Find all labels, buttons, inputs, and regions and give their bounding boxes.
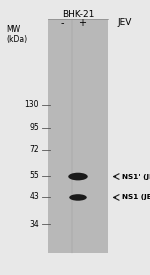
Ellipse shape [68,173,88,180]
Text: BHK-21: BHK-21 [62,10,94,19]
Ellipse shape [69,194,87,201]
Text: 72: 72 [29,145,39,154]
Text: 34: 34 [29,220,39,229]
Text: 130: 130 [24,100,39,109]
Text: MW
(kDa): MW (kDa) [6,25,27,44]
Bar [48,19,108,253]
Text: +: + [78,18,86,28]
Text: 95: 95 [29,123,39,132]
Text: NS1 (JEV): NS1 (JEV) [122,194,150,200]
Text: 43: 43 [29,192,39,201]
Text: 55: 55 [29,172,39,180]
Text: JEV: JEV [117,18,131,27]
Text: NS1' (JEV): NS1' (JEV) [122,174,150,180]
Text: -: - [60,18,64,28]
